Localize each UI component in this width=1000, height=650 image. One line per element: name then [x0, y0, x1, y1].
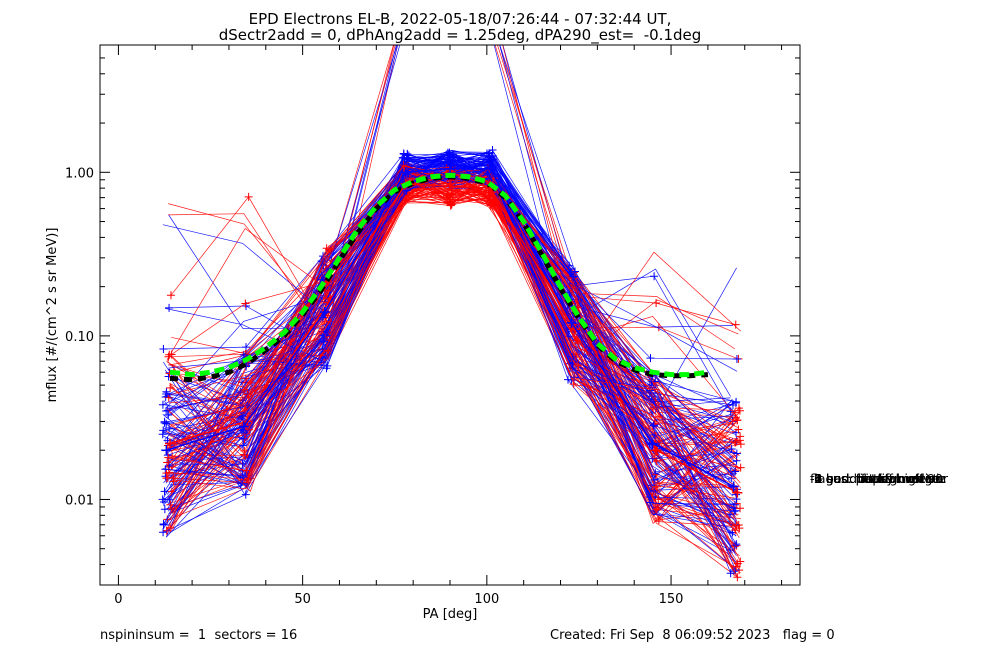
measurement-trace — [168, 45, 732, 412]
series-point — [445, 181, 455, 192]
series-point — [238, 421, 249, 432]
measurement-trace — [169, 197, 736, 447]
measurement-trace — [167, 184, 740, 529]
measurement-marker — [488, 18, 496, 26]
series-point — [651, 445, 662, 456]
x-axis-label: PA [deg] — [423, 607, 478, 622]
measurement-marker — [159, 528, 168, 537]
measurement-trace — [172, 187, 735, 573]
measurement-marker — [404, 0, 412, 4]
x-tick-label: 0 — [114, 592, 122, 607]
series-point — [161, 445, 172, 456]
series-point — [732, 487, 743, 498]
series-point — [485, 163, 496, 174]
measurement-trace — [169, 180, 741, 529]
measurement-marker — [732, 521, 741, 530]
chart-title: EPD Electrons EL-B, 2022-05-18/07:26:44 … — [248, 10, 672, 28]
measurement-marker — [401, 1, 409, 9]
measurement-trace — [164, 168, 738, 372]
measurement-marker — [736, 557, 745, 566]
legend-entry: -1 sus: far off median — [810, 471, 944, 486]
measurement-trace — [163, 155, 736, 506]
measurement-trace — [166, 149, 734, 538]
x-tick-label: 50 — [294, 592, 311, 607]
measurement-trace — [168, 161, 733, 459]
legend-entry: 3 bad: bad fgm state — [810, 471, 946, 486]
chart-subtitle: dSectr2add = 0, dPhAng2add = 1.25deg, dP… — [218, 26, 702, 44]
measurement-marker — [404, 13, 412, 21]
measurement-trace — [169, 182, 740, 456]
series-point — [647, 438, 658, 449]
y-axis-label: mflux [#/(cm^2 s sr MeV)] — [45, 228, 60, 403]
measurement-marker — [444, 0, 452, 3]
measurement-marker — [402, 8, 410, 16]
series-point — [728, 481, 739, 492]
series-point — [319, 306, 330, 317]
series-point — [445, 163, 455, 174]
legend-entry: 0 good fit — [810, 471, 874, 486]
measurement-marker — [735, 436, 744, 445]
legend-entry: -3 sus: fit peak off 90 — [810, 471, 943, 486]
measurement-trace — [169, 162, 733, 448]
measurement-marker — [164, 410, 173, 419]
measurement-marker — [448, 6, 456, 14]
measurement-trace — [168, 172, 741, 519]
legend-entry: 1 bad: not converge — [810, 471, 941, 486]
measurement-trace — [168, 173, 734, 534]
measurement-trace — [163, 159, 732, 547]
legend-entry: -4 sus: peaks high var — [810, 471, 949, 486]
x-tick-label: 150 — [659, 592, 684, 607]
measurement-trace — [170, 167, 738, 535]
series-point — [165, 438, 175, 449]
measurement-trace — [168, 168, 740, 412]
measurement-marker — [164, 453, 173, 462]
measurement-marker — [444, 0, 452, 5]
measurement-trace — [172, 173, 736, 495]
measurement-marker — [163, 406, 172, 415]
measurement-trace — [166, 174, 742, 475]
measurement-trace — [168, 179, 740, 471]
measurement-marker — [169, 477, 178, 486]
measurement-trace — [171, 178, 739, 360]
footer-right-info: Created: Fri Sep 8 06:09:52 2023 flag = … — [550, 628, 835, 643]
measurement-trace — [163, 152, 732, 525]
measurement-trace — [173, 190, 742, 512]
measurement-marker — [732, 397, 741, 406]
measurement-trace — [166, 157, 736, 511]
measurement-trace — [167, 154, 736, 472]
legend-title: flag — [810, 471, 834, 486]
series-point — [566, 317, 577, 328]
legend-entry: 2 bad: no fit — [810, 471, 890, 486]
fit-curve-green — [169, 172, 709, 378]
y-tick-label: 0.01 — [65, 493, 94, 508]
y-tick-label: 1.00 — [65, 166, 94, 181]
series-point — [400, 167, 411, 178]
x-tick-label: 100 — [474, 592, 499, 607]
measurement-marker — [158, 400, 167, 409]
measurement-marker — [166, 291, 175, 300]
measurement-marker — [160, 417, 169, 426]
measurement-marker — [489, 7, 497, 15]
measurement-marker — [484, 13, 492, 21]
measurement-trace — [168, 167, 741, 367]
y-tick-label: 0.10 — [65, 330, 94, 345]
measurement-marker — [490, 6, 498, 14]
measurement-marker — [167, 487, 176, 496]
measurement-marker — [736, 440, 745, 449]
legend-entry: -2 sus: not symmetric — [810, 471, 947, 486]
measurement-marker — [166, 383, 175, 392]
measurement-trace — [171, 168, 739, 492]
measurement-marker — [730, 408, 739, 417]
measurement-marker — [159, 520, 168, 529]
measurement-trace — [170, 45, 736, 341]
footer-left-info: nspininsum = 1 sectors = 16 — [100, 628, 298, 643]
measurement-marker — [731, 320, 740, 329]
measurement-marker — [449, 0, 457, 1]
